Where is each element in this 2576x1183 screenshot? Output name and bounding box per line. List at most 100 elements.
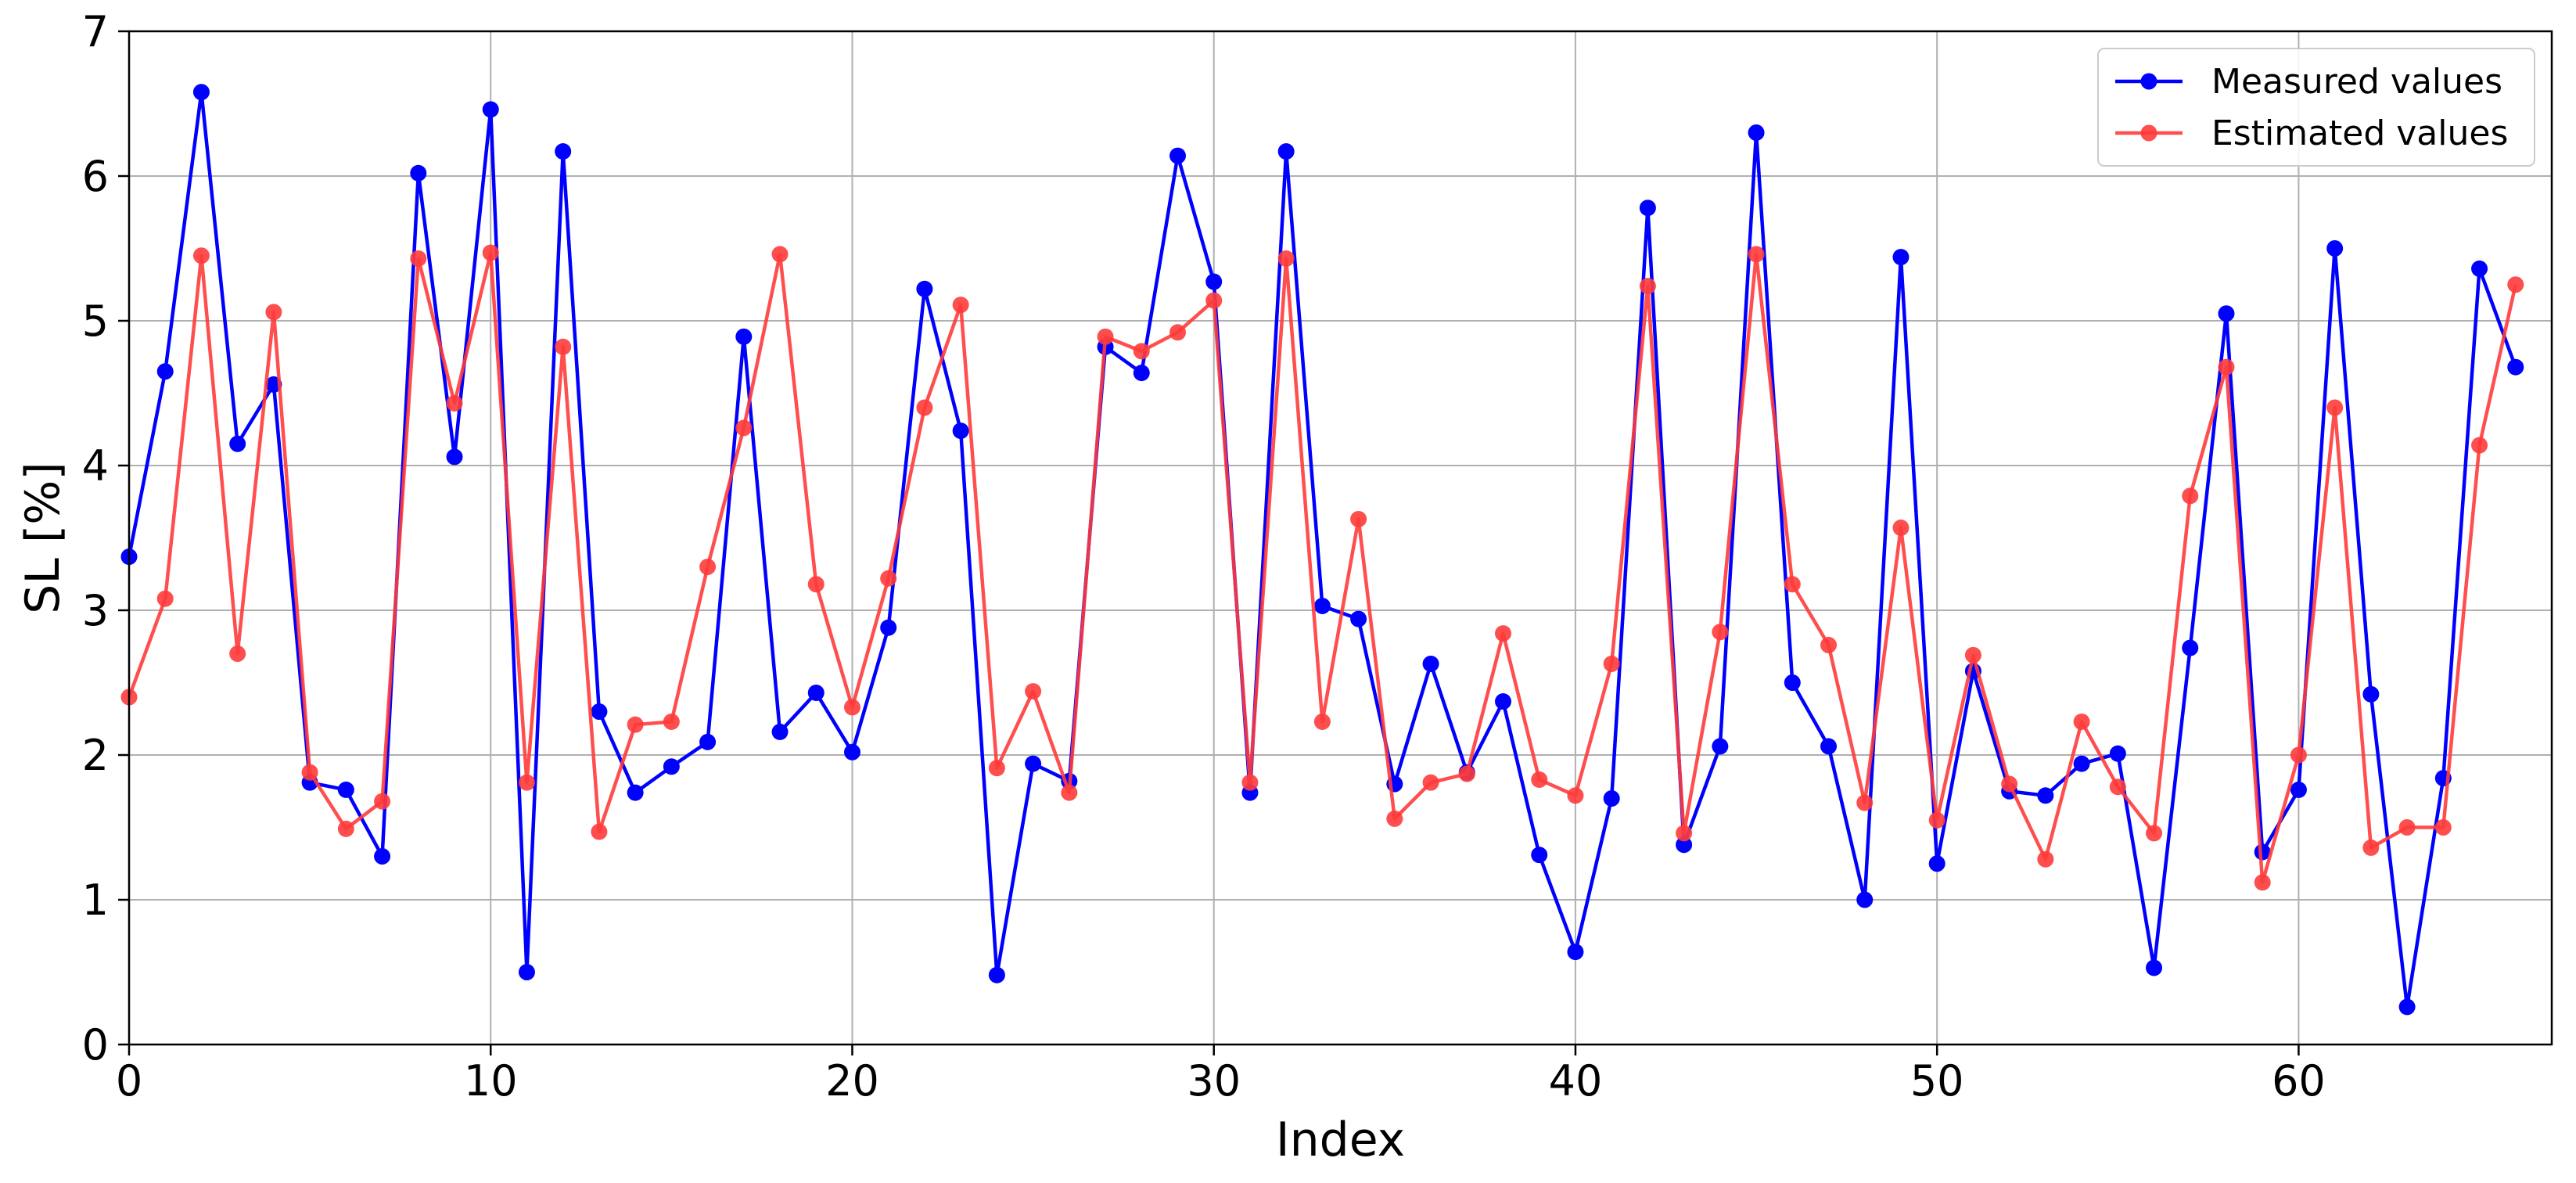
grid	[128, 31, 2552, 1045]
data-point	[771, 723, 789, 740]
x-tick-label: 50	[1910, 1056, 1964, 1106]
series-line	[127, 250, 2517, 885]
data-point	[2326, 240, 2344, 257]
series-group	[120, 84, 2524, 1016]
data-point	[627, 716, 644, 733]
data-point	[1133, 343, 1150, 360]
legend-swatch-marker	[2140, 73, 2157, 90]
data-point	[1277, 250, 1295, 267]
data-point	[1784, 674, 1801, 691]
data-point	[446, 448, 463, 466]
data-point	[555, 338, 572, 355]
data-point	[1928, 811, 1945, 829]
data-point	[482, 101, 499, 118]
data-point	[2507, 358, 2524, 376]
y-tick-label: 4	[82, 441, 109, 491]
data-point	[337, 781, 354, 798]
data-point	[1567, 944, 1584, 961]
data-point	[2109, 778, 2126, 796]
data-point	[1639, 200, 1656, 217]
data-point	[1639, 278, 1656, 295]
data-point	[988, 760, 1005, 777]
data-point	[1061, 784, 1078, 801]
data-point	[1964, 646, 1981, 663]
axis-ticks: 0 10 20 30 40 50 60 0 1 2 3 4 5 6 7	[82, 7, 2326, 1106]
data-point	[2037, 787, 2054, 804]
data-point	[699, 559, 717, 575]
y-tick-label: 6	[82, 152, 109, 201]
data-point	[1241, 774, 1259, 791]
data-point	[627, 784, 644, 801]
data-point	[1531, 771, 1548, 788]
data-point	[2073, 755, 2090, 772]
y-axis-label: SL [%]	[16, 462, 70, 613]
data-point	[1495, 625, 1512, 642]
data-point	[1097, 328, 1114, 345]
data-point	[591, 823, 608, 840]
data-point	[916, 399, 933, 416]
data-point	[1676, 836, 1693, 854]
data-point	[1350, 510, 1367, 527]
data-point	[1422, 774, 1439, 791]
data-point	[952, 297, 969, 314]
series-estimated	[120, 244, 2524, 891]
data-point	[1712, 738, 1729, 755]
data-point	[2362, 839, 2380, 856]
series-line	[127, 90, 2517, 1009]
data-point	[1313, 713, 1331, 730]
x-tick-label: 0	[116, 1056, 142, 1106]
data-point	[229, 645, 246, 662]
data-point	[482, 244, 499, 261]
data-point	[337, 820, 354, 837]
data-point	[591, 703, 608, 720]
data-point	[518, 774, 535, 791]
data-point	[1567, 787, 1584, 804]
data-point	[1928, 855, 1945, 872]
data-point	[2398, 819, 2416, 836]
legend-label: Measured values	[2211, 62, 2502, 102]
data-point	[1820, 738, 1838, 755]
data-point	[843, 699, 860, 716]
y-tick-label: 2	[82, 731, 109, 780]
data-point	[916, 280, 933, 297]
data-point	[229, 435, 246, 452]
data-point	[1820, 636, 1838, 653]
x-tick-label: 10	[464, 1056, 518, 1106]
x-tick-label: 40	[1549, 1056, 1603, 1106]
data-point	[301, 764, 318, 781]
data-point	[410, 164, 427, 182]
data-point	[1169, 324, 1186, 341]
data-point	[2290, 781, 2307, 798]
data-point	[2146, 825, 2163, 842]
data-point	[1133, 365, 1150, 382]
data-point	[2507, 276, 2524, 293]
y-tick-label: 0	[82, 1020, 109, 1070]
data-point	[1313, 597, 1331, 614]
data-point	[1025, 755, 1042, 772]
data-point	[2398, 998, 2416, 1016]
data-point	[663, 713, 680, 730]
data-point	[374, 793, 391, 810]
legend-label: Estimated values	[2211, 113, 2508, 153]
data-point	[156, 590, 174, 607]
legend-swatch-marker	[2140, 124, 2157, 142]
data-point	[1025, 683, 1042, 700]
data-point	[410, 250, 427, 267]
data-point	[1277, 143, 1295, 160]
data-point	[2362, 685, 2380, 703]
data-point	[988, 966, 1005, 983]
data-point	[735, 328, 753, 345]
data-point	[2290, 746, 2307, 764]
data-point	[2073, 713, 2090, 730]
data-point	[2146, 959, 2163, 976]
data-point	[807, 576, 825, 593]
data-point	[265, 304, 282, 321]
data-point	[880, 570, 897, 587]
data-point	[1784, 576, 1801, 593]
data-point	[192, 84, 210, 101]
data-point	[1712, 624, 1729, 641]
data-point	[807, 684, 825, 701]
y-tick-label: 5	[82, 297, 109, 346]
data-point	[880, 619, 897, 636]
